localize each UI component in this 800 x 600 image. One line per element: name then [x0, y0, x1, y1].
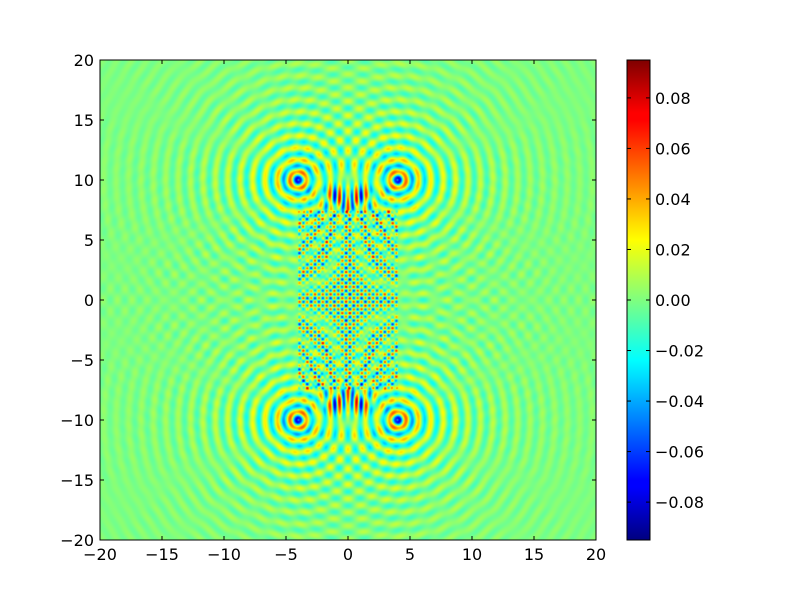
colorbar-ticks: 0.08 0.06 0.04 0.02 0.00 −0.02 −0.04 −0.06 −0.08 [627, 89, 704, 512]
y-tick-label: −20 [60, 531, 94, 550]
colorbar-tick-label: 0.04 [655, 190, 691, 209]
colorbar-tick-label: 0.06 [655, 139, 691, 158]
x-tick-label: 10 [462, 545, 482, 564]
y-tick-label: 0 [84, 291, 94, 310]
colorbar-tick-label: −0.06 [655, 443, 704, 462]
y-axis: 20 15 10 5 0 −5 −10 −15 −20 [60, 51, 596, 550]
x-tick-label: −15 [145, 545, 179, 564]
x-tick-label: 20 [586, 545, 606, 564]
colorbar-tick-label: −0.02 [655, 342, 704, 361]
x-tick-label: 5 [405, 545, 415, 564]
heatmap-image [100, 60, 596, 540]
y-tick-label: 15 [74, 111, 94, 130]
x-axis: −20 −15 −10 −5 0 5 10 15 20 [83, 60, 606, 564]
colorbar-tick-label: −0.08 [655, 493, 704, 512]
y-tick-label: −15 [60, 471, 94, 490]
x-tick-label: 15 [524, 545, 544, 564]
colorbar-tick-label: −0.04 [655, 392, 704, 411]
x-tick-label: −10 [207, 545, 241, 564]
x-tick-label: −20 [83, 545, 117, 564]
colorbar-tick-label: 0.00 [655, 291, 691, 310]
y-tick-label: 5 [84, 231, 94, 250]
plot-area [99, 59, 597, 541]
colorbar-tick-label: 0.08 [655, 89, 691, 108]
y-tick-label: −5 [70, 351, 94, 370]
x-tick-label: 0 [343, 545, 353, 564]
y-tick-label: 10 [74, 171, 94, 190]
x-tick-label: −5 [274, 545, 298, 564]
y-tick-label: −10 [60, 411, 94, 430]
colorbar: 0.08 0.06 0.04 0.02 0.00 −0.02 −0.04 −0.06 −0.08 [626, 59, 704, 541]
y-tick-label: 20 [74, 51, 94, 70]
colorbar-tick-label: 0.02 [655, 240, 691, 259]
colorbar-gradient [627, 60, 650, 540]
